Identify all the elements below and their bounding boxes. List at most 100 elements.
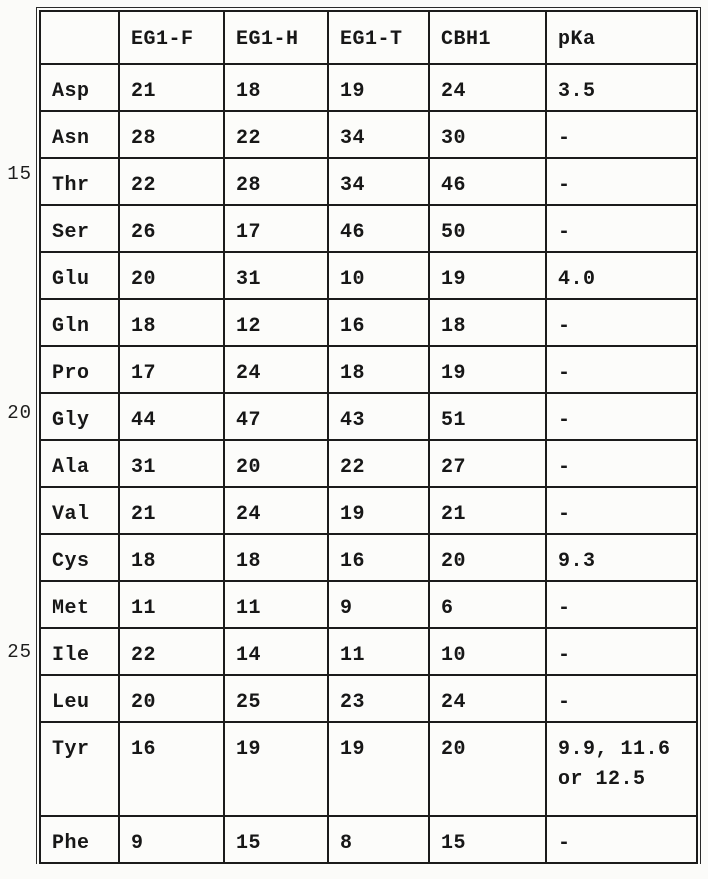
value-cell: - <box>545 674 698 723</box>
table-row: Tyr 16 19 19 20 9.9, 11.6 or 12.5 <box>39 721 698 817</box>
value-cell: 19 <box>223 721 329 817</box>
value-cell: 19 <box>428 251 547 300</box>
table-row: Cys 18 18 16 20 9.3 <box>39 533 698 582</box>
margin-line-number-15: 15 <box>7 163 32 185</box>
value-cell: 22 <box>118 627 225 676</box>
value-cell: - <box>545 580 698 629</box>
row-label: Val <box>39 486 120 535</box>
value-cell: 18 <box>327 345 430 394</box>
value-cell: 46 <box>428 157 547 206</box>
column-header: EG1-T <box>327 10 430 65</box>
value-cell: 20 <box>428 533 547 582</box>
value-cell: 19 <box>327 721 430 817</box>
row-label: Pro <box>39 345 120 394</box>
value-cell: 20 <box>223 439 329 488</box>
value-cell: 21 <box>118 63 225 112</box>
value-cell: 24 <box>428 63 547 112</box>
value-cell: 12 <box>223 298 329 347</box>
value-cell: 31 <box>223 251 329 300</box>
row-label: Tyr <box>39 721 120 817</box>
value-cell: - <box>545 298 698 347</box>
margin-line-number-25: 25 <box>7 641 32 663</box>
value-cell: 21 <box>428 486 547 535</box>
value-cell: 15 <box>223 815 329 864</box>
value-cell: 9 <box>118 815 225 864</box>
row-label: Glu <box>39 251 120 300</box>
value-cell: 22 <box>118 157 225 206</box>
row-label: Ala <box>39 439 120 488</box>
row-label: Phe <box>39 815 120 864</box>
table-row: Ala 31 20 22 27- <box>39 439 698 488</box>
value-cell: 30 <box>428 110 547 159</box>
table-row: Asp 21 18 19 24 3.5 <box>39 63 698 112</box>
value-cell: 16 <box>327 298 430 347</box>
value-cell: - <box>545 157 698 206</box>
value-cell: 9 <box>327 580 430 629</box>
table-row: Leu 20 25 23 24- <box>39 674 698 723</box>
value-cell: 9.9, 11.6 or 12.5 <box>545 721 698 817</box>
table-row: Gln 18 12 16 18- <box>39 298 698 347</box>
value-cell: 27 <box>428 439 547 488</box>
column-header: CBH1 <box>428 10 547 65</box>
value-cell: 18 <box>223 533 329 582</box>
value-cell: 47 <box>223 392 329 441</box>
column-header: EG1-F <box>118 10 225 65</box>
table-row: Glu 20 31 10 19 4.0 <box>39 251 698 300</box>
value-cell: 16 <box>327 533 430 582</box>
value-cell: - <box>545 392 698 441</box>
row-label: Asn <box>39 110 120 159</box>
value-cell: 10 <box>327 251 430 300</box>
value-cell: 20 <box>118 251 225 300</box>
column-header: EG1-H <box>223 10 329 65</box>
value-cell: 18 <box>118 298 225 347</box>
value-cell: 51 <box>428 392 547 441</box>
value-cell: 17 <box>118 345 225 394</box>
value-cell: 50 <box>428 204 547 253</box>
row-label: Gly <box>39 392 120 441</box>
value-cell: - <box>545 204 698 253</box>
value-cell: - <box>545 345 698 394</box>
value-cell: 20 <box>118 674 225 723</box>
value-cell: 31 <box>118 439 225 488</box>
value-cell: 22 <box>223 110 329 159</box>
value-cell: 46 <box>327 204 430 253</box>
table-row: Ser 26 17 46 50- <box>39 204 698 253</box>
value-cell: 19 <box>428 345 547 394</box>
table-row: Ile 22 14 11 10- <box>39 627 698 676</box>
value-cell: 9.3 <box>545 533 698 582</box>
table-row: Thr 22 28 34 46- <box>39 157 698 206</box>
value-cell: 28 <box>118 110 225 159</box>
value-cell: 34 <box>327 157 430 206</box>
value-cell: - <box>545 110 698 159</box>
value-cell: 24 <box>223 345 329 394</box>
value-cell: 21 <box>118 486 225 535</box>
column-header: pKa <box>545 10 698 65</box>
amino-acid-composition-table: EG1-F EG1-H EG1-T CBH1 pKa Asp 21 18 19 24 3.5 Asn… <box>39 10 698 864</box>
value-cell: 23 <box>327 674 430 723</box>
value-cell: 22 <box>327 439 430 488</box>
value-cell: 15 <box>428 815 547 864</box>
value-cell: - <box>545 627 698 676</box>
value-cell: 20 <box>428 721 547 817</box>
value-cell: 18 <box>428 298 547 347</box>
value-cell: 19 <box>327 63 430 112</box>
value-cell: 24 <box>223 486 329 535</box>
row-label: Ser <box>39 204 120 253</box>
value-cell: 6 <box>428 580 547 629</box>
value-cell: 34 <box>327 110 430 159</box>
value-cell: 44 <box>118 392 225 441</box>
row-label: Thr <box>39 157 120 206</box>
value-cell: 16 <box>118 721 225 817</box>
value-cell: 19 <box>327 486 430 535</box>
value-cell: 10 <box>428 627 547 676</box>
row-label: Ile <box>39 627 120 676</box>
table-row: Val 21 24 19 21- <box>39 486 698 535</box>
value-cell: 8 <box>327 815 430 864</box>
row-label: Asp <box>39 63 120 112</box>
table-row: Pro 17 24 18 19- <box>39 345 698 394</box>
value-cell: 28 <box>223 157 329 206</box>
row-label: Gln <box>39 298 120 347</box>
header-row: EG1-F EG1-H EG1-T CBH1 pKa <box>39 10 698 65</box>
value-cell: 26 <box>118 204 225 253</box>
